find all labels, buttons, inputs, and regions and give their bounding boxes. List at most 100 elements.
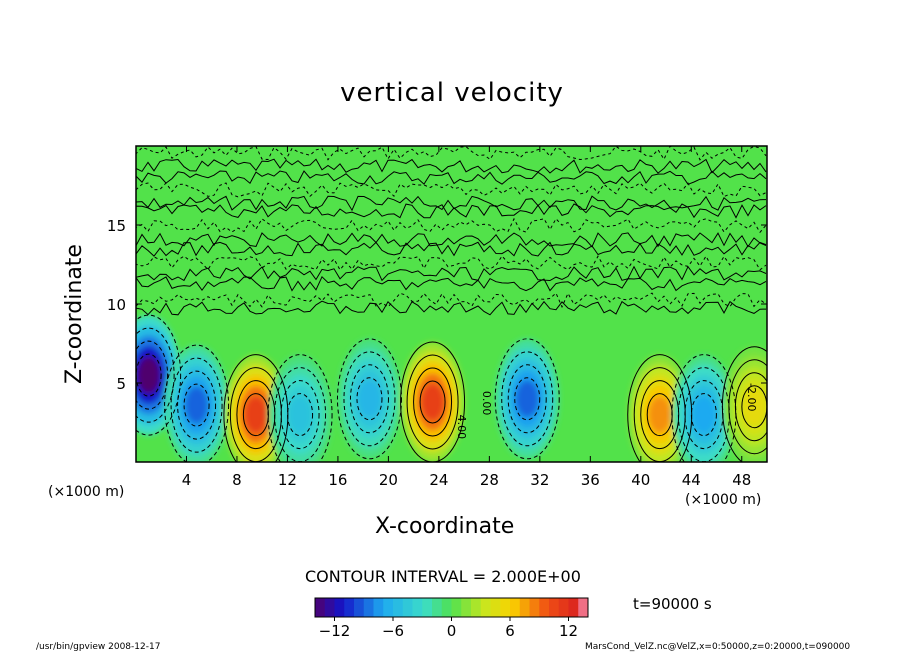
cell-ring — [692, 396, 716, 433]
colorbar-segment — [578, 598, 589, 617]
footer-left: /usr/bin/gpview 2008-12-17 — [36, 642, 161, 652]
colorbar-segment — [344, 598, 355, 617]
colorbar-segment — [568, 598, 579, 617]
contour-labels: 4.00 0.00 -2.00 — [455, 383, 758, 439]
colorbar-segment — [490, 598, 501, 617]
y-tick-label: 15 — [107, 217, 126, 235]
x-tick-label: 8 — [232, 471, 242, 489]
y-axis: 5 10 15 — [107, 217, 767, 393]
colorbar-segment — [471, 598, 482, 617]
chart-title: vertical velocity — [340, 78, 564, 108]
cell-ring — [185, 386, 208, 424]
cell-contour — [136, 327, 175, 423]
turbulence-contour — [136, 292, 767, 309]
x-tick-label: 44 — [682, 471, 701, 489]
x-axis-label: X-coordinate — [375, 514, 515, 539]
cell-contour — [223, 354, 289, 462]
turbulence-contour — [136, 182, 767, 198]
cell-contour — [136, 353, 162, 397]
colorbar-segment — [412, 598, 423, 617]
cell-contour — [236, 380, 276, 450]
cell-contour — [170, 357, 223, 453]
x-tick-label: 16 — [328, 471, 347, 489]
x-tick-label: 40 — [631, 471, 650, 489]
cell-contour — [267, 354, 333, 462]
colorbar-tick-label: −6 — [382, 622, 404, 640]
cell-ring — [648, 396, 671, 433]
turbulence-contour — [136, 265, 767, 282]
colorbar-segment — [432, 598, 443, 617]
turbulence-contour — [136, 300, 767, 316]
colorbar-segment — [461, 598, 472, 617]
colorbar-segment — [422, 598, 433, 617]
colorbar-segment — [510, 598, 521, 617]
colorbar-segment — [324, 598, 335, 617]
x-tick-label: 32 — [530, 471, 549, 489]
velocity-cell — [627, 354, 692, 462]
colorbar-segment — [529, 598, 540, 617]
cell-contour — [640, 380, 680, 450]
colorbar-tick-label: −12 — [319, 622, 351, 640]
contour-interval-label: CONTOUR INTERVAL = 2.000E+00 — [305, 567, 581, 586]
turbulence-contour — [136, 195, 767, 212]
cell-contour — [514, 377, 541, 421]
colorbar-segment — [480, 598, 491, 617]
turbulence-contour — [136, 146, 767, 161]
cell-contour — [494, 338, 560, 460]
colorbar-segment — [334, 598, 345, 617]
colorbar-tick-label: 6 — [505, 622, 515, 640]
cell-contour — [280, 380, 320, 450]
colorbar-segment — [354, 598, 365, 617]
cell-contour — [406, 354, 459, 450]
colorbar-segment — [373, 598, 384, 617]
x-tick-label: 24 — [429, 471, 448, 489]
colorbar-segment — [549, 598, 560, 617]
turbulence-contour — [136, 158, 767, 174]
colorbar-segment — [500, 598, 511, 617]
y-tick-label: 5 — [116, 375, 126, 393]
turbulence-contour — [136, 241, 767, 257]
turbulence-contour — [136, 217, 767, 234]
x-tick-label: 28 — [480, 471, 499, 489]
cell-ring — [743, 388, 766, 426]
y-axis-unit: (×1000 m) — [48, 484, 125, 500]
turbulence-contour — [136, 170, 767, 185]
contour-lines — [136, 146, 767, 462]
colorbar-segment — [383, 598, 394, 617]
cell-contour — [627, 354, 693, 462]
cell-ring — [244, 396, 268, 433]
x-tick-label: 20 — [379, 471, 398, 489]
cell-ring — [137, 356, 160, 394]
turbulence-contour — [136, 203, 767, 219]
cell-contour — [690, 393, 717, 437]
x-tick-label: 4 — [182, 471, 192, 489]
x-axis-unit: (×1000 m) — [685, 492, 762, 508]
cell-contour — [507, 364, 547, 434]
cell-contour — [721, 346, 767, 462]
time-label: t=90000 s — [633, 595, 712, 613]
cell-contour — [183, 383, 210, 427]
cell-ring — [516, 380, 539, 418]
colorbar-segment — [315, 598, 326, 617]
cell-contour — [343, 351, 396, 447]
x-tick-label: 12 — [278, 471, 297, 489]
colorbar-segment — [558, 598, 569, 617]
contour-label: 4.00 — [455, 415, 468, 440]
cell-contour — [136, 314, 182, 436]
cell-contour — [728, 359, 767, 455]
cell-contour — [349, 364, 389, 434]
colorbar-segment — [441, 598, 452, 617]
cell-ring — [358, 380, 381, 418]
colorbar-tick-label: 0 — [447, 622, 457, 640]
cell-contour — [501, 351, 554, 447]
cell-contour — [419, 380, 446, 424]
turbulence-contour — [136, 232, 767, 248]
colorbar-segment — [519, 598, 530, 617]
x-tick-label: 36 — [581, 471, 600, 489]
colorbar-segment — [539, 598, 550, 617]
x-axis: 4 8 12 16 20 24 28 32 36 40 44 48 — [182, 146, 751, 489]
colorbar-segment — [402, 598, 413, 617]
cell-contour — [287, 393, 314, 437]
x-tick-label: 48 — [732, 471, 751, 489]
